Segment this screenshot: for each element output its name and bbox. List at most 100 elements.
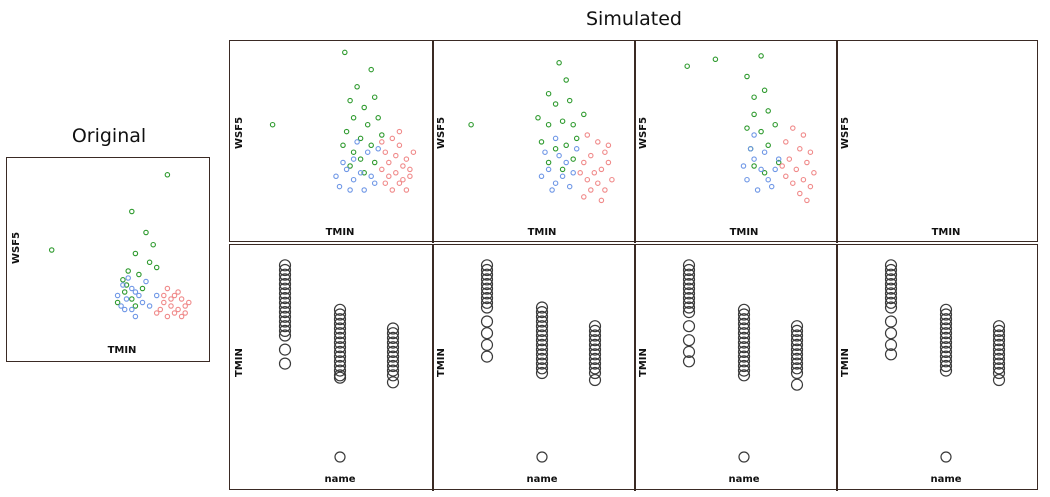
strip-point xyxy=(939,341,953,354)
strip-point xyxy=(790,352,804,366)
sim3-x-axis-label: TMIN xyxy=(729,227,759,238)
scatter-point xyxy=(121,289,128,295)
scatter-point xyxy=(563,77,569,83)
scatter-point xyxy=(175,306,181,313)
strip-point xyxy=(386,369,400,382)
strip-point xyxy=(535,310,549,323)
strip-point xyxy=(737,317,751,330)
scatter-point xyxy=(403,156,410,162)
strip-point xyxy=(737,355,751,368)
scatter-point xyxy=(584,176,591,183)
scatter-point xyxy=(396,142,403,149)
strip-point xyxy=(588,366,602,380)
strip-point xyxy=(682,273,696,286)
scatter-point xyxy=(118,303,124,309)
scatter-point xyxy=(538,139,545,145)
scatter-point xyxy=(379,166,385,173)
scatter-point xyxy=(800,176,807,183)
strip-point xyxy=(992,338,1006,352)
scatter-point xyxy=(570,156,576,162)
original-title: Original xyxy=(71,125,147,147)
strip4-x-axis-label: name xyxy=(930,474,962,485)
strip-point xyxy=(682,263,696,277)
original-y-axis-label: WSF5 xyxy=(11,231,22,264)
strip-point xyxy=(480,291,494,305)
scatter-point xyxy=(125,268,131,274)
strip-point xyxy=(737,313,751,326)
strip-point xyxy=(682,277,696,291)
scatter-point xyxy=(783,173,789,180)
scatter-point xyxy=(340,142,346,149)
scatter-point xyxy=(754,187,761,193)
scatter-point xyxy=(581,194,587,200)
scatter-point xyxy=(125,275,131,281)
scatter-point xyxy=(186,299,192,306)
strip-point xyxy=(939,331,953,345)
strip-point xyxy=(992,324,1006,338)
divider xyxy=(432,41,434,243)
scatter-point xyxy=(132,289,139,295)
strip-point xyxy=(790,343,804,356)
strip-point xyxy=(682,355,696,368)
scatter-point xyxy=(577,170,583,176)
scatter-point xyxy=(744,73,750,80)
strip-point xyxy=(737,327,751,340)
scatter-point xyxy=(361,104,367,111)
strip-point xyxy=(535,334,549,347)
scatter-point xyxy=(602,149,608,155)
strip-point xyxy=(992,352,1006,366)
scatter-point xyxy=(396,128,403,135)
strip-point xyxy=(480,263,494,277)
strip-point xyxy=(884,315,898,328)
scatter-point xyxy=(545,159,552,166)
scatter-point xyxy=(559,166,566,173)
scatter-point xyxy=(153,264,160,271)
scatter-point xyxy=(136,292,142,299)
strip-point xyxy=(939,355,953,368)
scatter-point xyxy=(400,176,406,183)
scatter-point xyxy=(146,259,153,266)
strip-point xyxy=(278,310,292,323)
strip-point xyxy=(535,348,549,361)
strip-point xyxy=(884,348,898,361)
strip-point xyxy=(940,451,952,463)
strip-point xyxy=(682,287,696,300)
strip-point xyxy=(790,320,804,333)
strip-point xyxy=(884,287,898,300)
scatter-point xyxy=(410,149,417,155)
strip-point xyxy=(278,263,292,277)
strip-point xyxy=(536,451,548,463)
strip-point xyxy=(480,315,494,328)
strip-point xyxy=(333,303,347,316)
scatter-point xyxy=(609,176,615,183)
scatter-point xyxy=(361,187,367,193)
strip-point xyxy=(939,345,953,359)
strip-point xyxy=(939,322,953,335)
scatter-point xyxy=(347,163,353,169)
scatter-point xyxy=(545,90,552,97)
scatter-point xyxy=(807,183,814,190)
scatter-point xyxy=(368,142,374,149)
strip-point xyxy=(333,331,347,345)
scatter-point xyxy=(400,163,406,169)
scatter-point xyxy=(584,132,591,138)
scatter-point xyxy=(761,87,768,94)
strip2-y-axis-label: TMIN xyxy=(436,348,447,377)
strip-point xyxy=(588,348,602,361)
strip-point xyxy=(884,291,898,305)
scatter-point xyxy=(171,310,178,316)
strip-point xyxy=(278,357,292,370)
strip-point xyxy=(278,273,292,286)
strip-point xyxy=(884,277,898,291)
scatter-point xyxy=(775,156,782,162)
original-scatter-plot xyxy=(48,172,192,320)
strip-point xyxy=(278,268,292,281)
scatter-point xyxy=(386,159,392,166)
strip-point xyxy=(992,329,1006,342)
scatter-point xyxy=(389,187,396,193)
scatter-point xyxy=(157,306,164,313)
strip-point xyxy=(588,338,602,352)
scatter-point xyxy=(566,97,573,104)
strip-point xyxy=(480,277,494,291)
simulated-title: Simulated xyxy=(585,8,682,30)
